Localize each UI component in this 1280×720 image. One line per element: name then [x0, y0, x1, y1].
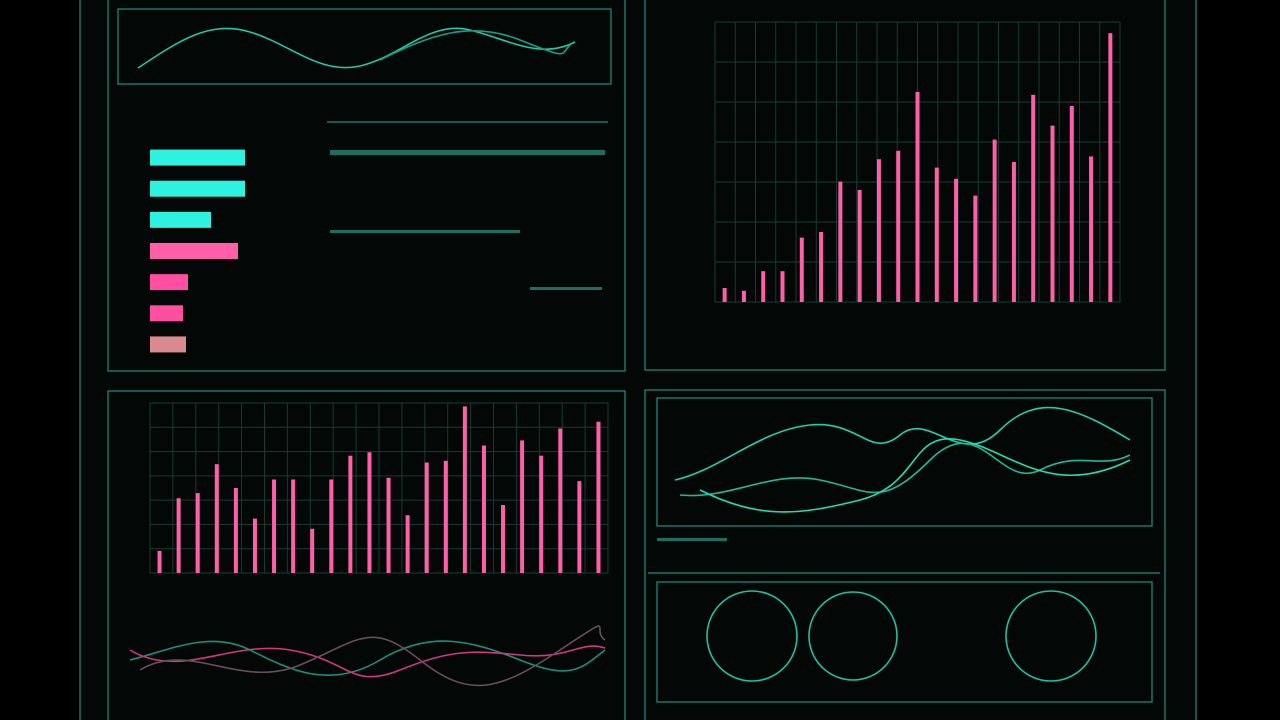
bar [462, 406, 467, 573]
gauge [1005, 590, 1097, 682]
circle-box [656, 581, 1153, 703]
bar [838, 181, 843, 302]
bar [954, 178, 959, 302]
line [129, 640, 606, 677]
bar [424, 462, 429, 573]
bar [520, 440, 525, 573]
bar [150, 336, 186, 353]
bar [348, 455, 353, 573]
panels [79, 0, 1197, 720]
bar [405, 515, 410, 573]
bar [329, 479, 334, 573]
line [679, 442, 1131, 497]
bar [367, 452, 372, 573]
bar [539, 455, 544, 573]
bar [857, 190, 862, 302]
bar [577, 481, 582, 573]
bar [310, 528, 315, 573]
bar [596, 421, 601, 573]
bar [896, 150, 901, 302]
line [139, 625, 606, 687]
bar [1069, 106, 1074, 302]
bar [819, 232, 824, 302]
bar [272, 479, 277, 573]
bar [150, 243, 238, 259]
line [674, 406, 1131, 481]
bar [992, 139, 997, 302]
bar [722, 288, 727, 302]
panel [644, 389, 1166, 720]
bar [481, 445, 486, 573]
bar [157, 550, 162, 573]
gauge [808, 591, 898, 681]
bar [252, 518, 257, 573]
progress-bars [330, 150, 727, 541]
background [80, 0, 1196, 720]
bar [1108, 33, 1113, 302]
panel [644, 0, 1166, 371]
gauge [706, 590, 798, 682]
line [129, 645, 606, 678]
bar [214, 464, 219, 573]
line-box [656, 397, 1153, 527]
track [657, 538, 727, 541]
bar [1011, 162, 1016, 302]
track [530, 287, 602, 290]
bar [780, 271, 785, 302]
line [699, 438, 1131, 513]
bar [150, 274, 188, 291]
bar [291, 479, 296, 573]
track [330, 150, 605, 155]
wave [137, 27, 576, 69]
bar [799, 237, 804, 302]
bar [1089, 156, 1094, 302]
wave [379, 29, 571, 61]
bar [150, 211, 211, 228]
track [330, 230, 520, 233]
bar [761, 271, 766, 302]
bar [973, 195, 978, 302]
wave-box [117, 8, 612, 85]
bar [386, 477, 391, 573]
bar [176, 498, 181, 573]
bar [233, 488, 238, 573]
bar [1031, 94, 1036, 302]
bar [876, 159, 881, 302]
bar [558, 428, 563, 573]
bar [915, 92, 920, 302]
panel [107, 390, 626, 720]
bar [195, 493, 200, 573]
bar [934, 167, 939, 302]
bar [150, 149, 245, 166]
bar [1050, 125, 1055, 302]
bar [150, 305, 183, 322]
bar [741, 290, 746, 302]
bar [501, 505, 506, 573]
bar [443, 460, 448, 573]
decor-lines [129, 27, 1131, 687]
bar [150, 180, 245, 197]
panel [107, 0, 626, 372]
